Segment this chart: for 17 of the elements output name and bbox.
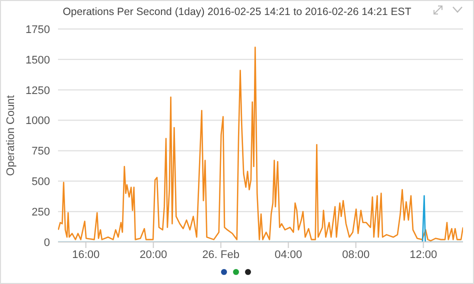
x-tick-label: 26. Feb xyxy=(202,248,240,261)
x-tick-label: 04:00 xyxy=(274,248,302,261)
x-tick-label: 08:00 xyxy=(342,248,370,261)
x-tick-label: 20:00 xyxy=(140,248,168,261)
y-tick-label: 500 xyxy=(32,176,50,188)
y-tick-label: 250 xyxy=(32,206,50,218)
line-series xyxy=(58,46,463,242)
x-tick-label: 16:00 xyxy=(72,248,100,261)
chart-title: Operations Per Second (1day) 2016-02-25 14:21 to 2016-02-26 14:21 EST xyxy=(62,6,412,18)
y-axis-title: Operation Count xyxy=(4,95,17,176)
y-tick-label: 1500 xyxy=(26,54,50,66)
y-tick-label: 750 xyxy=(32,146,50,158)
x-tick-label: 12:00 xyxy=(410,248,438,261)
y-tick-label: 0 xyxy=(44,236,50,249)
y-tick-label: 1250 xyxy=(26,84,50,97)
y-tick-label: 1750 xyxy=(26,24,50,36)
y-tick-label: 1000 xyxy=(26,115,50,128)
